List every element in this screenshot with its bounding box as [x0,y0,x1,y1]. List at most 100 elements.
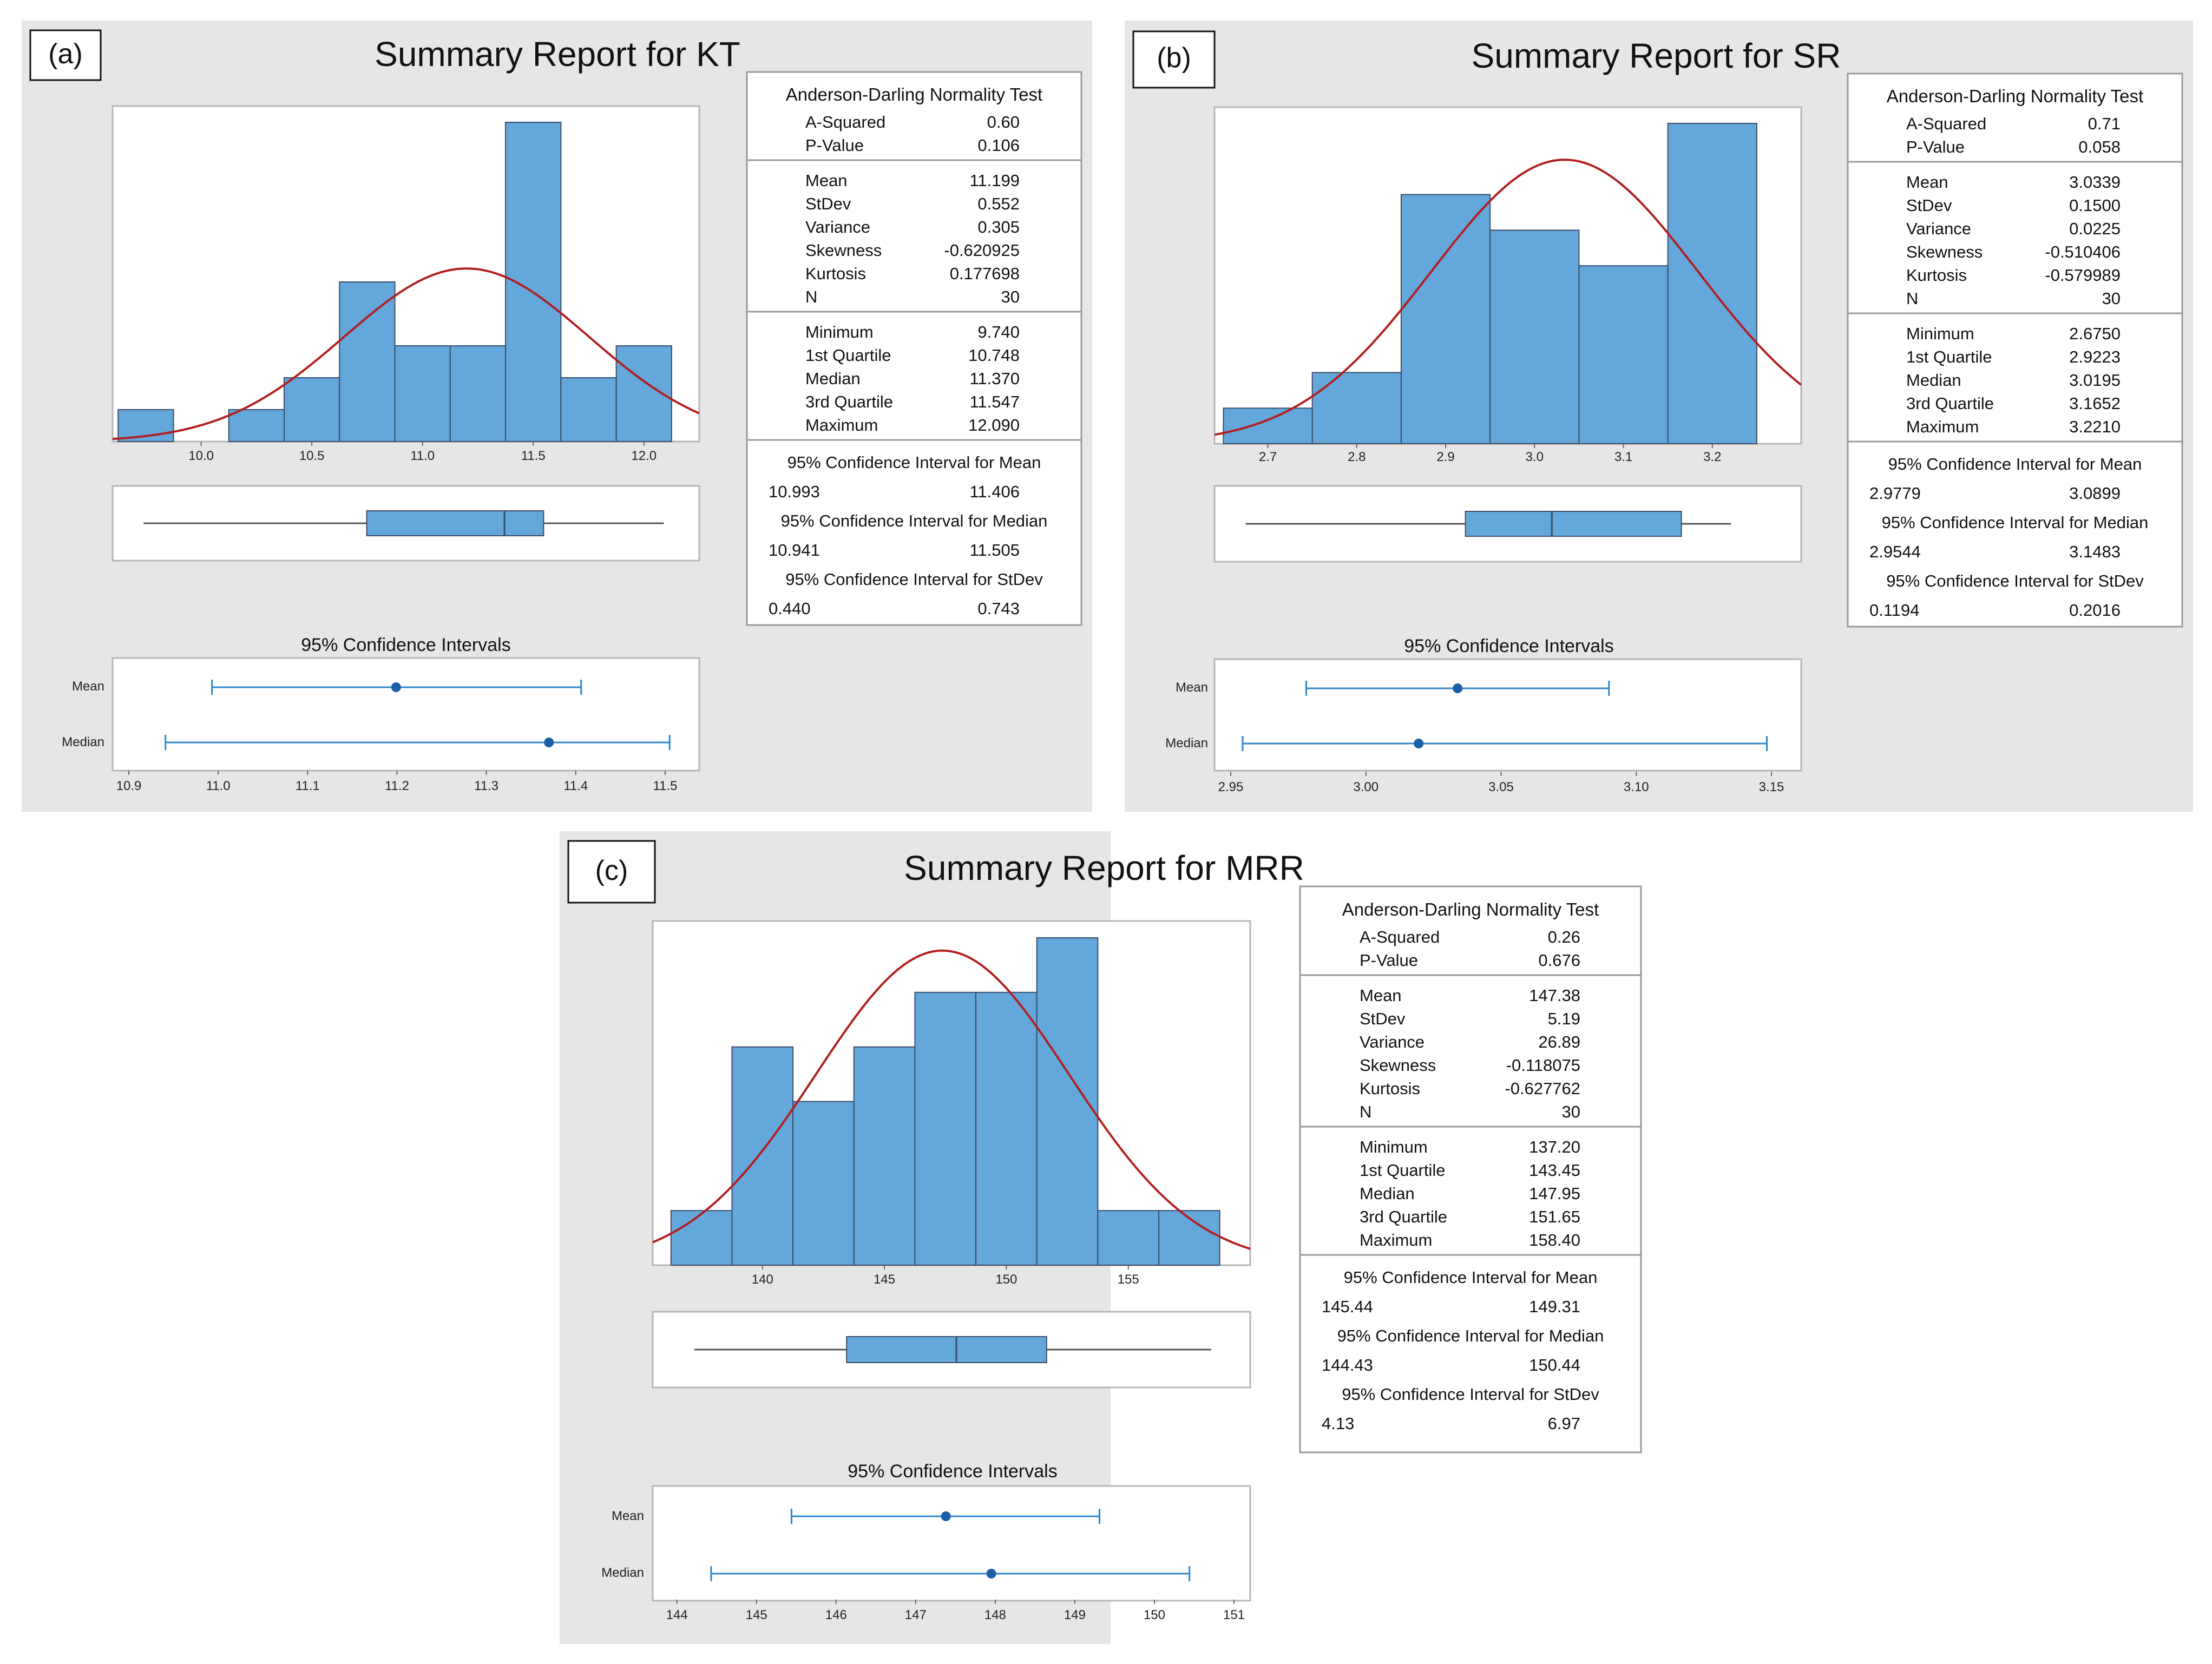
a-histogram-tick-label: 12.0 [631,449,657,463]
a-ci-tick-label: 11.5 [653,779,677,793]
a-stats-moment-row-value: 0.552 [977,194,1020,213]
c-stats-ci-low: 4.13 [1322,1414,1354,1433]
c-stats-ad-row-value: 0.676 [1538,951,1580,970]
panel-a: (a) Summary Report for KT 10.0 10.5 11.0 11… [22,21,1092,812]
b-stats-quartile-row-value: 3.2210 [2069,417,2121,436]
a-stats-quartile-row-value: 11.370 [969,369,1020,388]
a-histogram-bar [339,281,396,442]
a-stats-ci-high: 0.743 [977,599,1020,618]
panel-a-label-box [29,29,102,81]
c-stats-quartile-row-value: 137.20 [1529,1137,1580,1156]
c-stats-quartile-row-label: Minimum [1360,1137,1428,1156]
b-stats-quartile-row-label: Minimum [1906,324,1974,343]
a-stats-ad-row-label: P-Value [805,136,864,155]
b-stats-ad-row-value: 0.058 [2078,137,2121,156]
a-stats-ci-low: 0.440 [769,599,811,618]
c-histogram-bar [731,1046,794,1266]
b-histogram-bar [1578,265,1669,444]
c-stats-quartile-row-label: Maximum [1360,1231,1432,1249]
c-stats-quartile-row-label: Median [1360,1184,1415,1203]
b-histogram-bar [1667,123,1757,444]
b-stats-moment-row-label: Mean [1906,173,1948,192]
a-stats-ci-low: 10.993 [769,482,820,501]
b-stats-quartile-row-label: 3rd Quartile [1906,394,1994,413]
c-stats-ci-low: 145.44 [1322,1297,1373,1316]
c-stats-quartile-row-value: 147.95 [1529,1184,1580,1203]
a-ci-tick-label: 11.3 [474,779,498,793]
a-ci-tick-label: 11.2 [385,779,409,793]
c-histogram-bar [670,1210,733,1266]
c-stats-ci-high: 6.97 [1548,1414,1580,1433]
c-histogram-tick-label: 150 [995,1272,1017,1287]
a-stats-ad-row-label: A-Squared [805,113,885,131]
c-stats-ci-heading: 95% Confidence Interval for StDev [1342,1385,1599,1404]
a-histogram-bar [284,377,340,442]
a-ci-median-point [544,738,554,747]
b-stats-moment-row-label: Variance [1906,219,1971,238]
c-stats-ad-row-value: 0.26 [1548,928,1580,946]
b-box-iqr [1465,511,1682,537]
c-ci-tick-label: 147 [905,1608,927,1622]
a-histogram-tick-label: 10.5 [299,449,325,463]
a-stats-quartile-row-label: Median [805,369,861,388]
a-histogram-bar [228,409,285,442]
b-ci-tick-label: 2.95 [1218,780,1244,794]
b-histogram-tick-label: 3.2 [1703,450,1721,464]
c-histogram-bar [792,1101,855,1266]
c-stats-moment-row-value: 30 [1562,1102,1580,1121]
panel-c-histogram: 140 145 150 155 [652,937,1251,1287]
a-stats-moment-row-label: N [805,287,817,306]
c-stats-moment-row-value: -0.627762 [1505,1079,1580,1098]
c-histogram-bar [1097,1210,1160,1266]
b-stats-moment-row-value: 30 [2102,289,2121,308]
a-stats-moment-row-value: 11.199 [969,171,1020,190]
a-stats-moment-row-label: StDev [805,194,851,213]
panel-c-stats-table [1299,885,1642,1453]
a-histogram-bar [394,345,451,442]
c-ci-tick-label: 146 [825,1608,847,1622]
c-stats-moment-row-label: Kurtosis [1360,1079,1420,1098]
panel-a-label: (a) [48,38,83,70]
panel-b-boxplot [1245,511,1731,537]
a-histogram-tick-label: 11.0 [410,449,435,463]
a-histogram-tick-label: 10.0 [188,449,214,463]
a-ci-tick-label: 11.4 [563,779,588,793]
c-stats-moment-row-label: N [1360,1102,1371,1121]
c-ci-tick-label: 148 [984,1608,1006,1622]
a-stats-quartile-row-label: Minimum [805,323,874,341]
b-histogram-tick-label: 2.7 [1259,450,1277,464]
a-stats-quartile-row-label: 1st Quartile [805,346,891,365]
panel-b-histogram: 2.7 2.8 2.9 3.0 3.1 3.2 [1214,123,1802,464]
panel-a-stats-table [746,71,1082,626]
c-ci-mean-point [941,1511,951,1521]
c-histogram-bar [914,991,977,1266]
b-stats-ad-row-label: P-Value [1906,137,1965,156]
panel-c-boxplot [694,1336,1211,1363]
b-histogram-tick-label: 2.9 [1436,450,1454,464]
b-ci-tick-label: 3.05 [1488,780,1514,794]
a-stats-ci-heading: 95% Confidence Interval for Median [781,511,1048,530]
b-histogram-tick-label: 3.1 [1614,450,1632,464]
panel-b: (b) Summary Report for SR 2.7 2.8 2.9 3.0 3.… [1125,21,2193,812]
b-normal-curve [1214,159,1802,436]
a-stats-moment-row-value: -0.620925 [944,241,1020,260]
c-stats-ci-heading: 95% Confidence Interval for Median [1337,1326,1604,1345]
c-stats-quartile-row-value: 143.45 [1529,1161,1580,1180]
c-ci-tick-label: 149 [1064,1608,1086,1622]
c-ci-tick-label: 151 [1223,1608,1245,1622]
a-stats-quartile-row-label: Maximum [805,416,878,435]
panel-c-ci-title: 95% Confidence Intervals [848,1461,1057,1482]
panel-c-stats: Anderson-Darling Normality Test A-Squared… [1300,899,1641,1433]
b-stats-ci-heading: 95% Confidence Interval for Mean [1888,455,2142,473]
panel-b-stats-table [1847,73,2183,628]
b-stats-moment-row-value: 3.0339 [2069,173,2121,192]
panel-c: (c) Summary Report for MRR 140 145 150 155 … [560,831,1642,1644]
panel-c-ci-plot: 144 145 146 147 148 149 150 151 [666,1509,1245,1622]
panel-a-ci-title: 95% Confidence Intervals [301,635,510,655]
a-stats-quartile-row-value: 9.740 [977,323,1020,341]
b-histogram-bar [1223,407,1313,445]
panel-c-label-box [567,840,656,904]
b-stats-ci-low: 2.9779 [1869,484,1921,503]
b-stats-quartile-row-value: 2.9223 [2069,347,2121,366]
